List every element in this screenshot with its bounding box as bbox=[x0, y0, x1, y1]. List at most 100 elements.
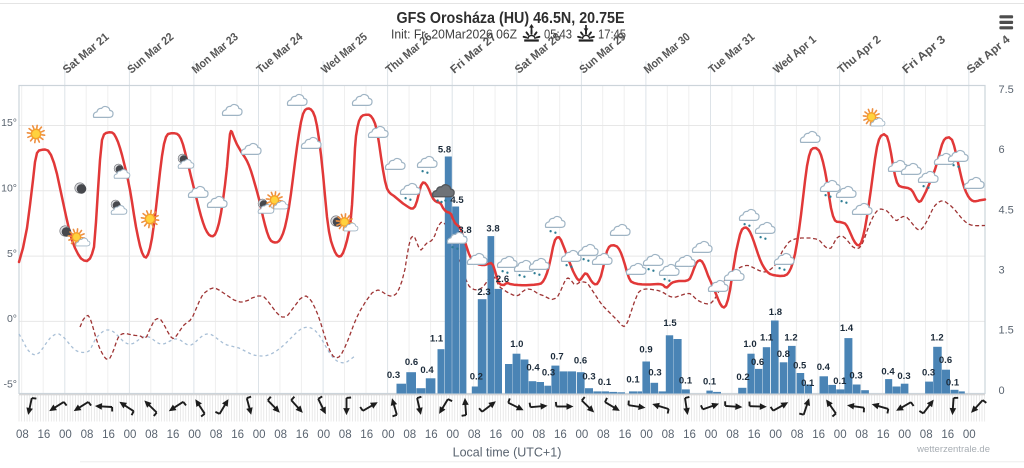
svg-text:5.8: 5.8 bbox=[438, 144, 451, 155]
svg-text:00: 00 bbox=[963, 429, 976, 441]
svg-text:Init: Fr, 20Mar2026 06Z: Init: Fr, 20Mar2026 06Z bbox=[391, 28, 517, 42]
svg-text:00: 00 bbox=[446, 429, 459, 441]
svg-text:0: 0 bbox=[999, 385, 1005, 397]
svg-text:16: 16 bbox=[877, 429, 890, 441]
svg-text:00: 00 bbox=[188, 429, 201, 441]
svg-text:15°: 15° bbox=[1, 117, 17, 129]
svg-text:0.1: 0.1 bbox=[703, 376, 717, 387]
svg-text:0.1: 0.1 bbox=[679, 375, 693, 386]
svg-text:16: 16 bbox=[619, 429, 632, 441]
svg-text:0.6: 0.6 bbox=[574, 355, 587, 366]
svg-text:08: 08 bbox=[855, 429, 868, 441]
svg-text:0.4: 0.4 bbox=[817, 362, 831, 373]
svg-text:08: 08 bbox=[145, 429, 158, 441]
svg-text:17:45: 17:45 bbox=[598, 28, 626, 42]
svg-text:00: 00 bbox=[124, 429, 137, 441]
svg-text:16: 16 bbox=[425, 429, 438, 441]
svg-text:0.3: 0.3 bbox=[648, 367, 661, 378]
svg-text:0.2: 0.2 bbox=[736, 372, 749, 383]
svg-text:05:43: 05:43 bbox=[544, 28, 572, 42]
svg-text:GFS Orosháza (HU) 46.5N, 20.75: GFS Orosháza (HU) 46.5N, 20.75E bbox=[397, 10, 625, 27]
svg-text:0.3: 0.3 bbox=[922, 367, 935, 378]
svg-text:16: 16 bbox=[812, 429, 825, 441]
svg-text:1.0: 1.0 bbox=[510, 339, 523, 350]
svg-text:08: 08 bbox=[403, 429, 416, 441]
svg-text:08: 08 bbox=[533, 429, 546, 441]
svg-text:00: 00 bbox=[640, 429, 653, 441]
svg-text:00: 00 bbox=[898, 429, 911, 441]
svg-text:08: 08 bbox=[274, 429, 287, 441]
svg-text:1.0: 1.0 bbox=[743, 339, 756, 350]
svg-text:0.1: 0.1 bbox=[598, 377, 612, 388]
svg-text:0.5: 0.5 bbox=[793, 360, 807, 371]
svg-text:08: 08 bbox=[16, 429, 29, 441]
svg-text:08: 08 bbox=[339, 429, 352, 441]
svg-text:0.1: 0.1 bbox=[801, 378, 815, 389]
svg-text:16: 16 bbox=[296, 429, 309, 441]
svg-text:16: 16 bbox=[102, 429, 115, 441]
svg-text:10°: 10° bbox=[1, 183, 17, 195]
svg-text:1.2: 1.2 bbox=[784, 332, 797, 343]
svg-text:00: 00 bbox=[59, 429, 72, 441]
svg-text:16: 16 bbox=[554, 429, 567, 441]
svg-text:1.5: 1.5 bbox=[663, 318, 677, 329]
svg-text:6: 6 bbox=[999, 144, 1005, 156]
svg-text:00: 00 bbox=[769, 429, 782, 441]
svg-text:00: 00 bbox=[834, 429, 847, 441]
svg-text:16: 16 bbox=[231, 429, 244, 441]
svg-text:0.7: 0.7 bbox=[550, 351, 563, 362]
svg-text:16: 16 bbox=[748, 429, 761, 441]
svg-text:00: 00 bbox=[253, 429, 266, 441]
svg-text:16: 16 bbox=[683, 429, 696, 441]
svg-text:00: 00 bbox=[511, 429, 524, 441]
svg-text:08: 08 bbox=[468, 429, 481, 441]
svg-text:5°: 5° bbox=[7, 248, 17, 260]
svg-text:1.2: 1.2 bbox=[930, 332, 943, 343]
svg-text:16: 16 bbox=[38, 429, 51, 441]
svg-text:16: 16 bbox=[941, 429, 954, 441]
svg-text:0.3: 0.3 bbox=[897, 371, 910, 382]
svg-text:08: 08 bbox=[726, 429, 739, 441]
svg-text:16: 16 bbox=[489, 429, 502, 441]
svg-text:0.4: 0.4 bbox=[881, 366, 895, 377]
svg-text:0.3: 0.3 bbox=[849, 370, 862, 381]
svg-text:16: 16 bbox=[167, 429, 180, 441]
svg-text:08: 08 bbox=[920, 429, 933, 441]
svg-text:0.6: 0.6 bbox=[939, 355, 952, 366]
svg-text:4.5: 4.5 bbox=[999, 204, 1014, 216]
svg-text:3.8: 3.8 bbox=[486, 223, 499, 234]
svg-text:wetterzentrale.de: wetterzentrale.de bbox=[916, 444, 990, 455]
svg-text:16: 16 bbox=[360, 429, 373, 441]
svg-text:0.4: 0.4 bbox=[526, 362, 540, 373]
svg-text:08: 08 bbox=[791, 429, 804, 441]
svg-text:1.4: 1.4 bbox=[840, 323, 854, 334]
svg-text:0.4: 0.4 bbox=[420, 365, 434, 376]
svg-text:00: 00 bbox=[317, 429, 330, 441]
svg-text:0.3: 0.3 bbox=[542, 367, 555, 378]
svg-text:-5°: -5° bbox=[3, 378, 17, 390]
svg-text:0°: 0° bbox=[7, 313, 17, 325]
svg-text:08: 08 bbox=[210, 429, 223, 441]
svg-text:0.1: 0.1 bbox=[626, 374, 640, 385]
svg-text:2.6: 2.6 bbox=[496, 274, 509, 285]
svg-text:1.1: 1.1 bbox=[760, 332, 774, 343]
svg-text:08: 08 bbox=[81, 429, 94, 441]
svg-text:1.5: 1.5 bbox=[999, 324, 1014, 336]
svg-text:7.5: 7.5 bbox=[999, 84, 1014, 96]
svg-text:0.6: 0.6 bbox=[751, 357, 764, 368]
svg-text:00: 00 bbox=[576, 429, 589, 441]
svg-text:0.6: 0.6 bbox=[405, 357, 418, 368]
svg-text:00: 00 bbox=[705, 429, 718, 441]
svg-text:0.8: 0.8 bbox=[777, 349, 790, 360]
svg-text:3: 3 bbox=[999, 264, 1005, 276]
svg-text:08: 08 bbox=[597, 429, 610, 441]
svg-text:0.9: 0.9 bbox=[639, 344, 652, 355]
svg-text:0.3: 0.3 bbox=[387, 370, 400, 381]
svg-text:0.3: 0.3 bbox=[582, 371, 595, 382]
svg-text:1.8: 1.8 bbox=[769, 307, 782, 318]
svg-text:0.1: 0.1 bbox=[833, 376, 847, 387]
svg-text:0.1: 0.1 bbox=[946, 377, 960, 388]
svg-text:00: 00 bbox=[382, 429, 395, 441]
svg-text:1.1: 1.1 bbox=[430, 333, 444, 344]
svg-text:2.3: 2.3 bbox=[477, 287, 490, 298]
